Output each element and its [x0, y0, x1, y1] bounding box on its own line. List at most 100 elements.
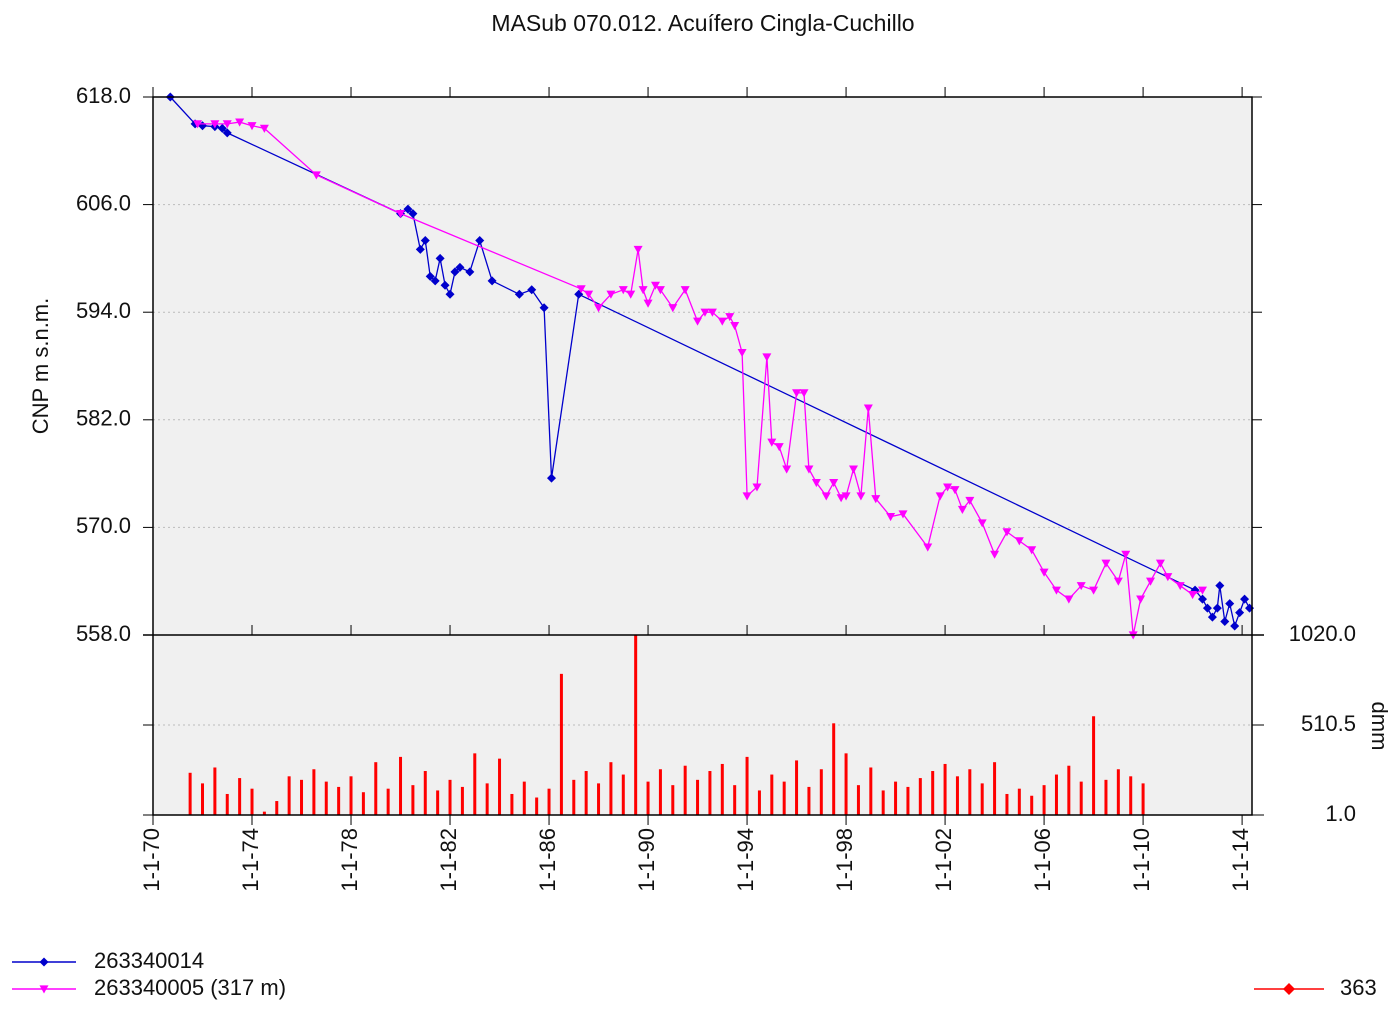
- bar: [795, 760, 799, 815]
- bar: [238, 778, 242, 815]
- point: [693, 317, 703, 326]
- point: [514, 289, 524, 299]
- bar: [584, 771, 588, 815]
- point: [829, 478, 839, 488]
- point: [1101, 559, 1111, 568]
- point: [1155, 559, 1165, 568]
- bar: [671, 785, 675, 815]
- bar: [287, 776, 291, 815]
- bar: [906, 786, 910, 815]
- point: [965, 496, 975, 505]
- bar: [522, 781, 526, 815]
- bar: [423, 771, 427, 815]
- point: [455, 262, 465, 272]
- point: [1197, 586, 1207, 595]
- point: [222, 120, 232, 129]
- point: [752, 483, 762, 492]
- bar: [572, 779, 576, 815]
- point: [717, 317, 727, 326]
- bar: [201, 783, 205, 815]
- point: [445, 289, 455, 299]
- point: [415, 244, 425, 254]
- bar: [213, 767, 217, 815]
- y-tick-label: 606.0: [76, 190, 131, 215]
- legend-label: 263340014: [94, 948, 204, 973]
- point: [527, 285, 537, 295]
- point: [782, 465, 792, 474]
- bar: [770, 774, 774, 815]
- legend-marker: [39, 985, 49, 994]
- point: [1207, 612, 1217, 622]
- bar: [597, 783, 601, 815]
- point: [725, 313, 735, 322]
- point: [957, 505, 967, 514]
- bar: [1042, 785, 1046, 815]
- point: [707, 308, 717, 317]
- bar: [1005, 793, 1009, 815]
- bar: [1067, 765, 1071, 815]
- point: [487, 276, 497, 286]
- x-tick-label: 1-1-98: [832, 828, 857, 892]
- bar: [646, 781, 650, 815]
- point: [841, 492, 851, 501]
- point: [311, 171, 321, 180]
- point: [408, 209, 418, 219]
- bar: [733, 785, 737, 815]
- bar: [696, 779, 700, 815]
- point: [811, 478, 821, 488]
- point: [898, 510, 908, 519]
- point: [193, 120, 203, 129]
- point: [762, 353, 772, 362]
- point: [742, 492, 752, 501]
- bar: [337, 786, 341, 815]
- bar: [324, 781, 328, 815]
- point: [1225, 599, 1235, 609]
- y-tick-label: 558.0: [76, 621, 131, 646]
- point: [863, 404, 873, 413]
- bar: [411, 785, 415, 815]
- point: [1175, 582, 1185, 591]
- bar: [881, 790, 885, 815]
- point: [655, 286, 665, 295]
- point: [403, 204, 413, 214]
- bar: [188, 772, 192, 815]
- bar: [918, 778, 922, 815]
- point: [1202, 603, 1212, 613]
- bar: [275, 801, 279, 815]
- point: [465, 267, 475, 277]
- point: [1235, 608, 1245, 618]
- bar: [683, 765, 687, 815]
- bar: [894, 781, 898, 815]
- bar: [745, 756, 749, 815]
- bar: [300, 779, 304, 815]
- bar: [993, 762, 997, 815]
- point: [1039, 568, 1049, 577]
- point: [1076, 582, 1086, 591]
- y2-tick-label: 510.5: [1301, 711, 1356, 736]
- x-tick-label: 1-1-02: [931, 828, 956, 892]
- point: [950, 486, 960, 495]
- y-tick-label: 594.0: [76, 298, 131, 323]
- bar: [1104, 779, 1108, 815]
- point: [539, 303, 549, 313]
- x-tick-label: 1-1-74: [238, 828, 263, 892]
- x-tick-label: 1-1-90: [634, 828, 659, 892]
- bar: [361, 792, 365, 815]
- point: [430, 276, 440, 286]
- point: [1188, 591, 1198, 600]
- point: [606, 290, 616, 299]
- point: [1220, 617, 1230, 627]
- point: [435, 253, 445, 263]
- y2-axis-label: dmm: [1367, 702, 1392, 751]
- point: [767, 438, 777, 447]
- point: [475, 235, 485, 245]
- point: [799, 389, 809, 398]
- point: [247, 122, 257, 131]
- point: [643, 299, 653, 308]
- point: [1113, 577, 1123, 586]
- bar: [980, 783, 984, 815]
- point: [871, 495, 881, 504]
- point: [450, 267, 460, 277]
- bar: [510, 793, 514, 815]
- point: [1089, 586, 1099, 595]
